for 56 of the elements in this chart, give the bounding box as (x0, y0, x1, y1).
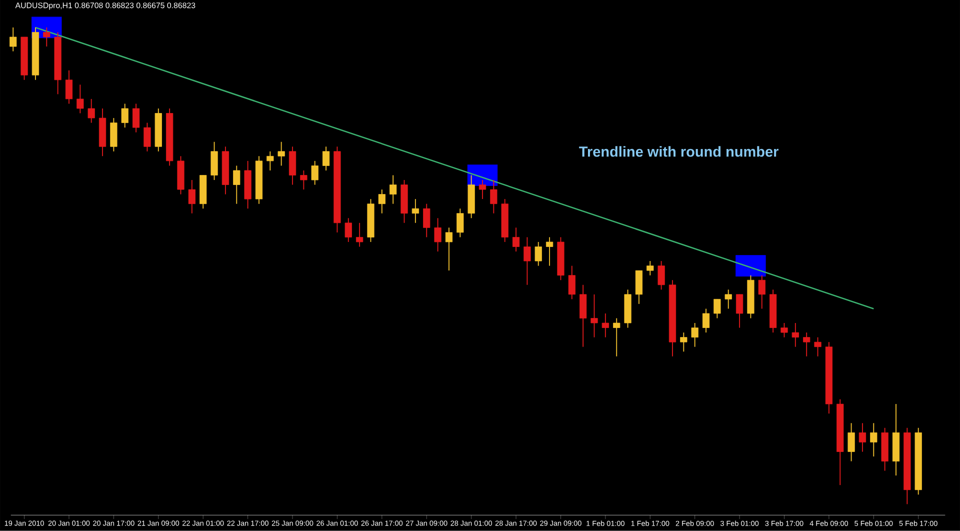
candlestick (356, 222, 364, 248)
candlestick (121, 103, 128, 128)
candlestick (210, 141, 218, 180)
candlestick (814, 336, 822, 357)
candlestick (646, 260, 654, 276)
candlestick (848, 422, 855, 462)
candlestick (65, 70, 73, 104)
candlestick (233, 165, 240, 204)
candlestick (76, 84, 84, 114)
candlestick (792, 322, 799, 348)
candlestick (445, 227, 453, 272)
candlestick (534, 242, 542, 266)
candlestick (635, 270, 643, 304)
candlestick (702, 308, 710, 334)
candlestick (490, 180, 498, 214)
candlestick (691, 322, 698, 348)
candlestick (288, 146, 296, 186)
candlestick (590, 294, 598, 338)
candlestick (546, 236, 554, 266)
candlestick (378, 189, 386, 214)
candlestick (88, 98, 95, 124)
candlestick (110, 118, 118, 152)
candlestick (344, 218, 352, 242)
candlestick (434, 218, 442, 252)
candlestick (680, 332, 688, 352)
candlestick (803, 332, 810, 357)
candlestick (266, 150, 274, 171)
candlestick (423, 203, 430, 238)
candlestick (278, 141, 285, 166)
candlestick (524, 236, 531, 286)
candlestick (580, 284, 587, 348)
candlestick (858, 422, 866, 452)
candlestick (714, 298, 721, 319)
candlestick (512, 227, 520, 252)
candlestick (568, 265, 576, 300)
candlestick (43, 27, 50, 48)
candlestick (478, 180, 486, 200)
candlestick (736, 294, 744, 328)
candlestick (322, 146, 330, 171)
annotation: Trendline with round number (579, 146, 778, 157)
candlestick (144, 122, 151, 152)
candlestick (613, 318, 620, 357)
candlestick (311, 160, 318, 186)
candlestick (602, 313, 609, 338)
candlestick (390, 174, 397, 204)
candlestick (10, 27, 17, 52)
candlestick (300, 170, 308, 190)
candlestick (456, 208, 464, 238)
candlestick (658, 260, 665, 290)
candlestick (132, 103, 140, 133)
candlestick (870, 422, 878, 457)
candlestick (412, 198, 419, 224)
candlestick (188, 180, 196, 214)
candlestick (724, 289, 732, 310)
candlestick (780, 322, 788, 338)
candlestick (758, 274, 766, 310)
